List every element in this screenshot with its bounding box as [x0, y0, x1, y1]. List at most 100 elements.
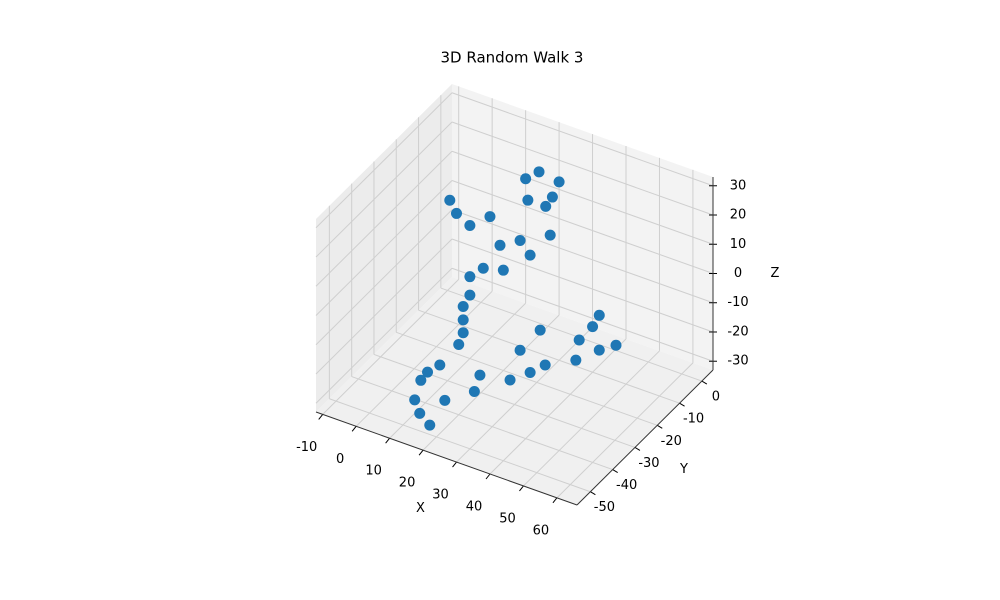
grid-line: [451, 180, 714, 274]
point: [573, 334, 585, 346]
grid-line: [315, 150, 453, 287]
tick-mark: [634, 447, 641, 451]
grid-line: [329, 398, 591, 493]
point: [450, 207, 462, 219]
point: [540, 200, 552, 212]
point: [424, 419, 436, 431]
point: [520, 173, 532, 185]
point: [514, 234, 526, 246]
z-tick-label: -30: [727, 354, 748, 369]
z-tick-label: 30: [730, 178, 747, 193]
x-tick-label: 30: [432, 488, 449, 503]
y-tick-label: -40: [616, 478, 637, 493]
point: [610, 339, 622, 351]
grid-line: [315, 267, 453, 404]
point: [468, 385, 480, 397]
grid-line: [451, 209, 714, 304]
grid-line: [451, 150, 714, 245]
tick-mark: [657, 424, 663, 429]
point: [570, 354, 582, 366]
point: [457, 300, 469, 312]
grid-line: [322, 279, 460, 415]
point: [453, 339, 465, 351]
y-axis-label: Y: [679, 462, 688, 477]
tick-mark: [385, 437, 391, 444]
point: [524, 367, 536, 379]
tick-mark: [701, 380, 708, 385]
point: [477, 262, 489, 274]
grid-line: [373, 353, 636, 448]
grid-line: [451, 238, 714, 333]
point: [553, 176, 565, 188]
point: [524, 249, 536, 261]
point: [415, 374, 427, 386]
grid-line: [315, 180, 453, 316]
y-tick-label: -30: [638, 456, 659, 471]
x-tick-label: -10: [296, 440, 317, 455]
grid-line: [418, 309, 680, 404]
point: [504, 374, 516, 386]
z-tick-label: -20: [727, 324, 748, 339]
z-tick-label: 10: [730, 237, 747, 252]
point: [587, 321, 599, 333]
point: [514, 344, 526, 356]
point: [534, 324, 546, 336]
grid-line: [315, 92, 453, 229]
z-tick-label: 20: [730, 208, 747, 223]
point: [593, 344, 605, 356]
point: [494, 239, 506, 251]
tick-mark: [519, 485, 524, 492]
z-axis-label: Z: [771, 266, 780, 281]
grid-line: [315, 209, 453, 346]
z-tick-label: -10: [727, 295, 748, 310]
y-tick-label: -10: [683, 412, 704, 427]
grid-line: [396, 331, 658, 426]
grid-line: [389, 302, 526, 439]
point: [546, 191, 558, 203]
tick-mark: [318, 414, 324, 420]
tick-mark: [418, 449, 424, 456]
y-tick-label: -20: [661, 434, 682, 449]
axis-line: [576, 369, 714, 506]
grid-line: [351, 376, 613, 471]
axis-line: [315, 411, 578, 506]
point: [593, 309, 605, 321]
x-tick-label: 60: [533, 523, 550, 538]
point: [464, 271, 476, 283]
point: [497, 264, 509, 276]
point: [464, 220, 476, 232]
x-tick-label: 10: [365, 464, 382, 479]
grid-line: [440, 287, 703, 382]
point: [414, 407, 426, 419]
grid-line: [451, 267, 714, 362]
x-tick-label: 20: [399, 476, 416, 491]
point: [444, 194, 456, 206]
x-tick-label: 40: [466, 500, 483, 515]
grid-line: [422, 314, 560, 451]
point: [439, 394, 451, 406]
point: [457, 327, 469, 339]
y-tick-label: -50: [594, 500, 615, 515]
x-tick-label: 0: [336, 452, 344, 467]
point: [539, 359, 551, 371]
grid-line: [315, 121, 453, 258]
y-tick-label: 0: [712, 390, 720, 405]
x-axis-label: X: [416, 501, 425, 516]
grid-line: [451, 121, 714, 216]
point: [484, 211, 496, 223]
point: [522, 194, 534, 206]
tick-mark: [612, 469, 618, 474]
point: [409, 394, 421, 406]
grid-line: [556, 362, 694, 499]
floor-pane: [316, 277, 713, 505]
point: [457, 314, 469, 326]
tick-mark: [590, 491, 596, 496]
grid-line: [456, 326, 593, 463]
point: [544, 229, 556, 241]
grid-line: [355, 290, 493, 427]
x-tick-label: 50: [499, 511, 516, 526]
tick-mark: [552, 497, 558, 504]
point: [422, 366, 434, 378]
point: [533, 166, 545, 178]
